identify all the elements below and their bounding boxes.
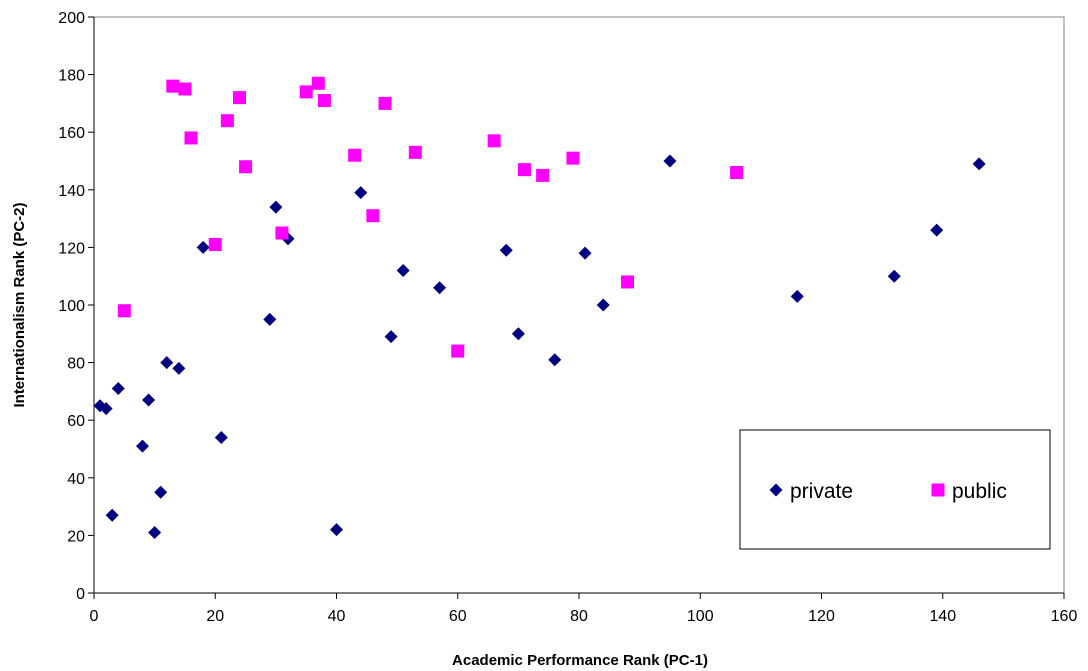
- x-tick-label: 80: [570, 608, 588, 625]
- public-point: [239, 160, 253, 174]
- private-point: [172, 361, 186, 375]
- public-point: [184, 131, 198, 145]
- public-point: [166, 79, 180, 93]
- legend-label-private: private: [790, 480, 853, 503]
- x-axis-title: Academic Performance Rank (PC-1): [452, 652, 708, 669]
- x-tick-label: 100: [687, 608, 714, 625]
- private-point: [136, 439, 149, 453]
- legend-label-public: public: [952, 480, 1007, 503]
- public-point: [487, 134, 501, 148]
- public-point: [366, 209, 380, 223]
- public-point: [348, 148, 362, 162]
- public-point: [299, 85, 313, 99]
- public-point: [566, 151, 580, 165]
- y-axis-title: Internationalism Rank (PC-2): [11, 202, 28, 407]
- y-tick-label: 100: [58, 298, 85, 315]
- public-point: [311, 76, 325, 90]
- y-axis: 0 20 40 60 80 100 120 140 160 180 200: [58, 10, 95, 603]
- legend-marker-private: [769, 483, 783, 497]
- private-point: [511, 327, 525, 341]
- x-tick-label: 60: [449, 608, 467, 625]
- y-tick-label: 40: [67, 471, 85, 488]
- public-point: [378, 96, 392, 110]
- public-point: [117, 304, 131, 318]
- private-point: [384, 330, 398, 344]
- y-tick-label: 180: [58, 68, 85, 85]
- x-tick-label: 160: [1051, 608, 1078, 625]
- y-tick-label: 200: [58, 10, 85, 27]
- private-point: [160, 356, 174, 370]
- private-point: [663, 154, 677, 168]
- y-tick-label: 0: [76, 586, 85, 603]
- private-point: [790, 289, 804, 303]
- public-point: [233, 91, 246, 105]
- private-point: [548, 353, 562, 367]
- y-tick-label: 140: [58, 183, 85, 200]
- private-point: [972, 157, 986, 171]
- x-tick-label: 0: [90, 608, 99, 625]
- legend: private public: [739, 429, 1051, 550]
- public-point: [730, 166, 744, 180]
- private-point: [354, 186, 368, 200]
- private-point: [499, 243, 513, 257]
- public-point: [621, 275, 634, 289]
- private-point: [148, 526, 162, 540]
- private-point: [99, 402, 113, 416]
- private-point: [596, 298, 610, 312]
- y-tick-label: 80: [67, 356, 85, 373]
- private-point: [111, 382, 125, 396]
- public-point: [536, 168, 550, 182]
- public-point: [408, 145, 422, 159]
- y-tick-label: 120: [58, 240, 85, 257]
- private-point: [396, 263, 410, 277]
- x-tick-label: 40: [328, 608, 346, 625]
- x-axis: 0 20 40 60 80 100 120 140 160: [90, 592, 1078, 625]
- private-point: [154, 485, 168, 499]
- public-point: [208, 238, 222, 252]
- private-point: [578, 246, 592, 260]
- y-tick-label: 60: [67, 413, 85, 430]
- public-point: [220, 114, 234, 128]
- private-point: [330, 523, 343, 537]
- public-point: [451, 344, 465, 358]
- data-points: [93, 76, 986, 540]
- series-public: [117, 76, 744, 358]
- legend-marker-public: [931, 483, 945, 497]
- private-point: [433, 281, 447, 295]
- x-tick-label: 20: [206, 608, 224, 625]
- y-tick-label: 20: [67, 528, 85, 545]
- y-tick-label: 160: [58, 125, 85, 142]
- private-point: [105, 508, 119, 522]
- private-point: [887, 269, 901, 283]
- public-point: [317, 94, 331, 108]
- x-tick-label: 120: [808, 608, 835, 625]
- legend-box: [739, 429, 1051, 550]
- private-point: [269, 200, 283, 214]
- public-point: [517, 163, 531, 177]
- private-point: [930, 223, 944, 237]
- private-point: [142, 393, 156, 407]
- public-point: [275, 226, 289, 240]
- public-point: [178, 82, 192, 96]
- x-tick-label: 140: [929, 608, 956, 625]
- private-point: [196, 240, 210, 254]
- private-point: [263, 312, 277, 326]
- private-point: [214, 430, 228, 444]
